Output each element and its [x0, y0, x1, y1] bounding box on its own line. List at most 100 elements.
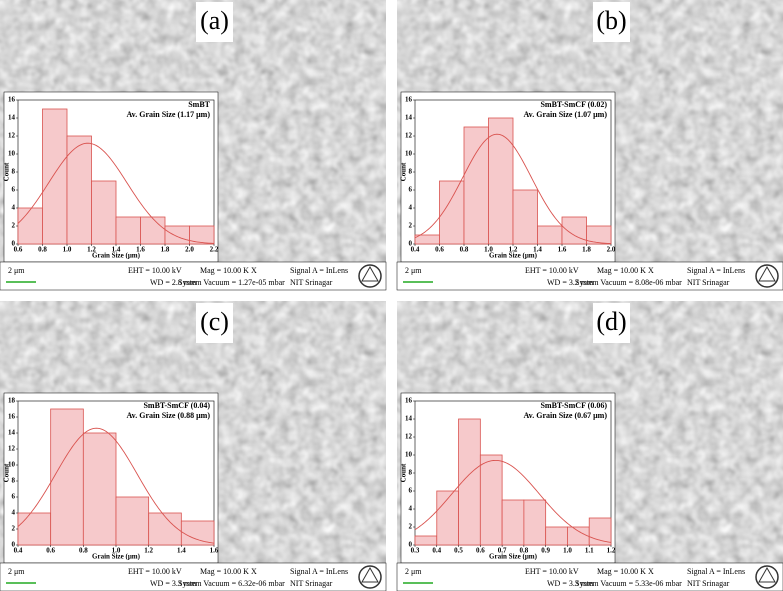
x-tick-label: 0.7 — [498, 547, 507, 555]
info-wd: WD = 3.2 mm — [547, 278, 594, 287]
x-tick-label: 1.2 — [87, 246, 96, 254]
fit-curve — [17, 427, 215, 544]
histogram-bar — [189, 225, 215, 245]
y-tick-label: 8 — [12, 477, 16, 485]
info-eht: EHT = 10.00 kV — [525, 266, 579, 275]
histogram-bar — [479, 454, 503, 546]
y-tick-label: 18 — [8, 397, 16, 405]
y-axis-label: Count — [400, 463, 408, 482]
x-tick-label: 0.6 — [435, 246, 444, 254]
x-tick-label: 1.6 — [210, 547, 219, 555]
info-vacuum: System Vacuum = 6.32e-06 mbar — [178, 579, 285, 588]
scale-text: 2 μm — [405, 266, 422, 275]
info-eht: EHT = 10.00 kV — [128, 266, 182, 275]
y-tick-label: 2 — [12, 525, 16, 533]
info-eht: EHT = 10.00 kV — [128, 567, 182, 576]
y-tick-label: 16 — [8, 413, 16, 421]
x-tick-label: 0.3 — [411, 547, 420, 555]
panel: (d) 0.3 0.4 0.5 0.6 0.7 0.8 0.9 1.0 1.1 1.2 0 2 4 6 8 10… — [396, 301, 783, 591]
logo-detail — [361, 566, 379, 583]
y-tick-label: 12 — [8, 132, 16, 140]
logo-detail — [758, 566, 776, 583]
x-tick-label: 1.6 — [558, 246, 567, 254]
info-bar — [0, 562, 387, 591]
x-tick-label: 1.0 — [63, 246, 72, 254]
logo-detail — [758, 265, 776, 282]
histogram-bar — [561, 216, 587, 245]
x-tick-label: 1.8 — [582, 246, 591, 254]
y-tick-label: 16 — [405, 397, 413, 405]
x-tick-label: 1.4 — [533, 246, 542, 254]
info-site: NIT Srinagar — [687, 278, 730, 287]
panel-label: (d) — [596, 307, 626, 336]
x-tick-label: 0.9 — [541, 547, 550, 555]
logo-detail — [361, 265, 379, 282]
info-eht: EHT = 10.00 kV — [525, 567, 579, 576]
y-tick-label: 16 — [8, 96, 16, 104]
inset-title: SmBT — [188, 100, 210, 109]
histogram-bar — [567, 526, 590, 546]
x-axis-label: Grain Size (μm) — [92, 252, 141, 260]
inset-title: SmBT-SmCF (0.06) — [540, 401, 607, 410]
x-tick-label: 1.4 — [112, 246, 121, 254]
histogram-bar — [586, 225, 612, 245]
histogram-bar — [463, 126, 489, 245]
x-tick-label: 2.0 — [607, 246, 616, 254]
inset-subtitle: Av. Grain Size (1.17 μm) — [127, 110, 211, 119]
y-tick-label: 10 — [405, 451, 413, 459]
y-tick-label: 10 — [8, 150, 16, 158]
x-tick-label: 1.4 — [177, 547, 186, 555]
x-tick-label: 1.1 — [585, 547, 594, 555]
y-axis-label: Count — [3, 463, 11, 482]
x-tick-label: 0.5 — [454, 547, 463, 555]
x-tick-label: 1.6 — [136, 246, 145, 254]
histogram-bar — [545, 526, 568, 546]
y-tick-label: 8 — [409, 469, 413, 477]
y-tick-label: 4 — [409, 204, 413, 212]
panel: (b) 0.4 0.6 0.8 1.0 1.2 1.4 1.6 1.8 2.0 0 2 4 6 8 10 12 1… — [396, 0, 783, 291]
x-tick-label: 0.4 — [411, 246, 420, 254]
scale-text: 2 μm — [405, 567, 422, 576]
x-tick-label: 0.8 — [520, 547, 529, 555]
y-tick-label: 14 — [405, 114, 413, 122]
histogram-bar — [148, 512, 182, 546]
x-tick-label: 0.8 — [79, 547, 88, 555]
info-wd: WD = 2.8 mm — [150, 278, 197, 287]
info-mag: Mag = 10.00 K X — [597, 266, 654, 275]
info-vacuum: System Vacuum = 1.27e-05 mbar — [178, 278, 285, 287]
x-tick-label: 2.2 — [210, 246, 219, 254]
logo — [358, 264, 382, 288]
panel-label: (a) — [200, 6, 229, 35]
panel-label-box — [593, 2, 630, 42]
info-mag: Mag = 10.00 K X — [200, 266, 257, 275]
y-tick-label: 2 — [409, 222, 413, 230]
x-axis-label: Grain Size (μm) — [489, 553, 538, 561]
info-bar — [396, 261, 783, 291]
y-tick-label: 12 — [8, 445, 16, 453]
x-tick-label: 1.2 — [144, 547, 153, 555]
info-wd: WD = 3.3 mm — [547, 579, 594, 588]
histogram-bar — [50, 408, 84, 546]
y-tick-label: 6 — [409, 186, 413, 194]
inset-title: SmBT-SmCF (0.02) — [540, 100, 607, 109]
y-axis-label: Count — [3, 162, 11, 181]
x-tick-label: 0.6 — [476, 547, 485, 555]
y-tick-label: 6 — [12, 186, 16, 194]
info-site: NIT Srinagar — [290, 579, 333, 588]
y-tick-label: 10 — [405, 150, 413, 158]
scale-text: 2 μm — [8, 567, 25, 576]
histogram-bar — [42, 108, 68, 245]
info-signal: Signal A = InLens — [687, 567, 745, 576]
histogram-bar — [588, 517, 612, 546]
info-mag: Mag = 10.00 K X — [200, 567, 257, 576]
x-axis-label: Grain Size (μm) — [489, 252, 538, 260]
y-tick-label: 2 — [409, 523, 413, 531]
y-tick-label: 2 — [12, 222, 16, 230]
y-tick-label: 14 — [8, 114, 16, 122]
histogram-bar — [501, 499, 525, 546]
y-tick-label: 8 — [409, 168, 413, 176]
y-tick-label: 14 — [8, 429, 16, 437]
x-tick-label: 1.2 — [509, 246, 518, 254]
y-tick-label: 12 — [405, 132, 413, 140]
